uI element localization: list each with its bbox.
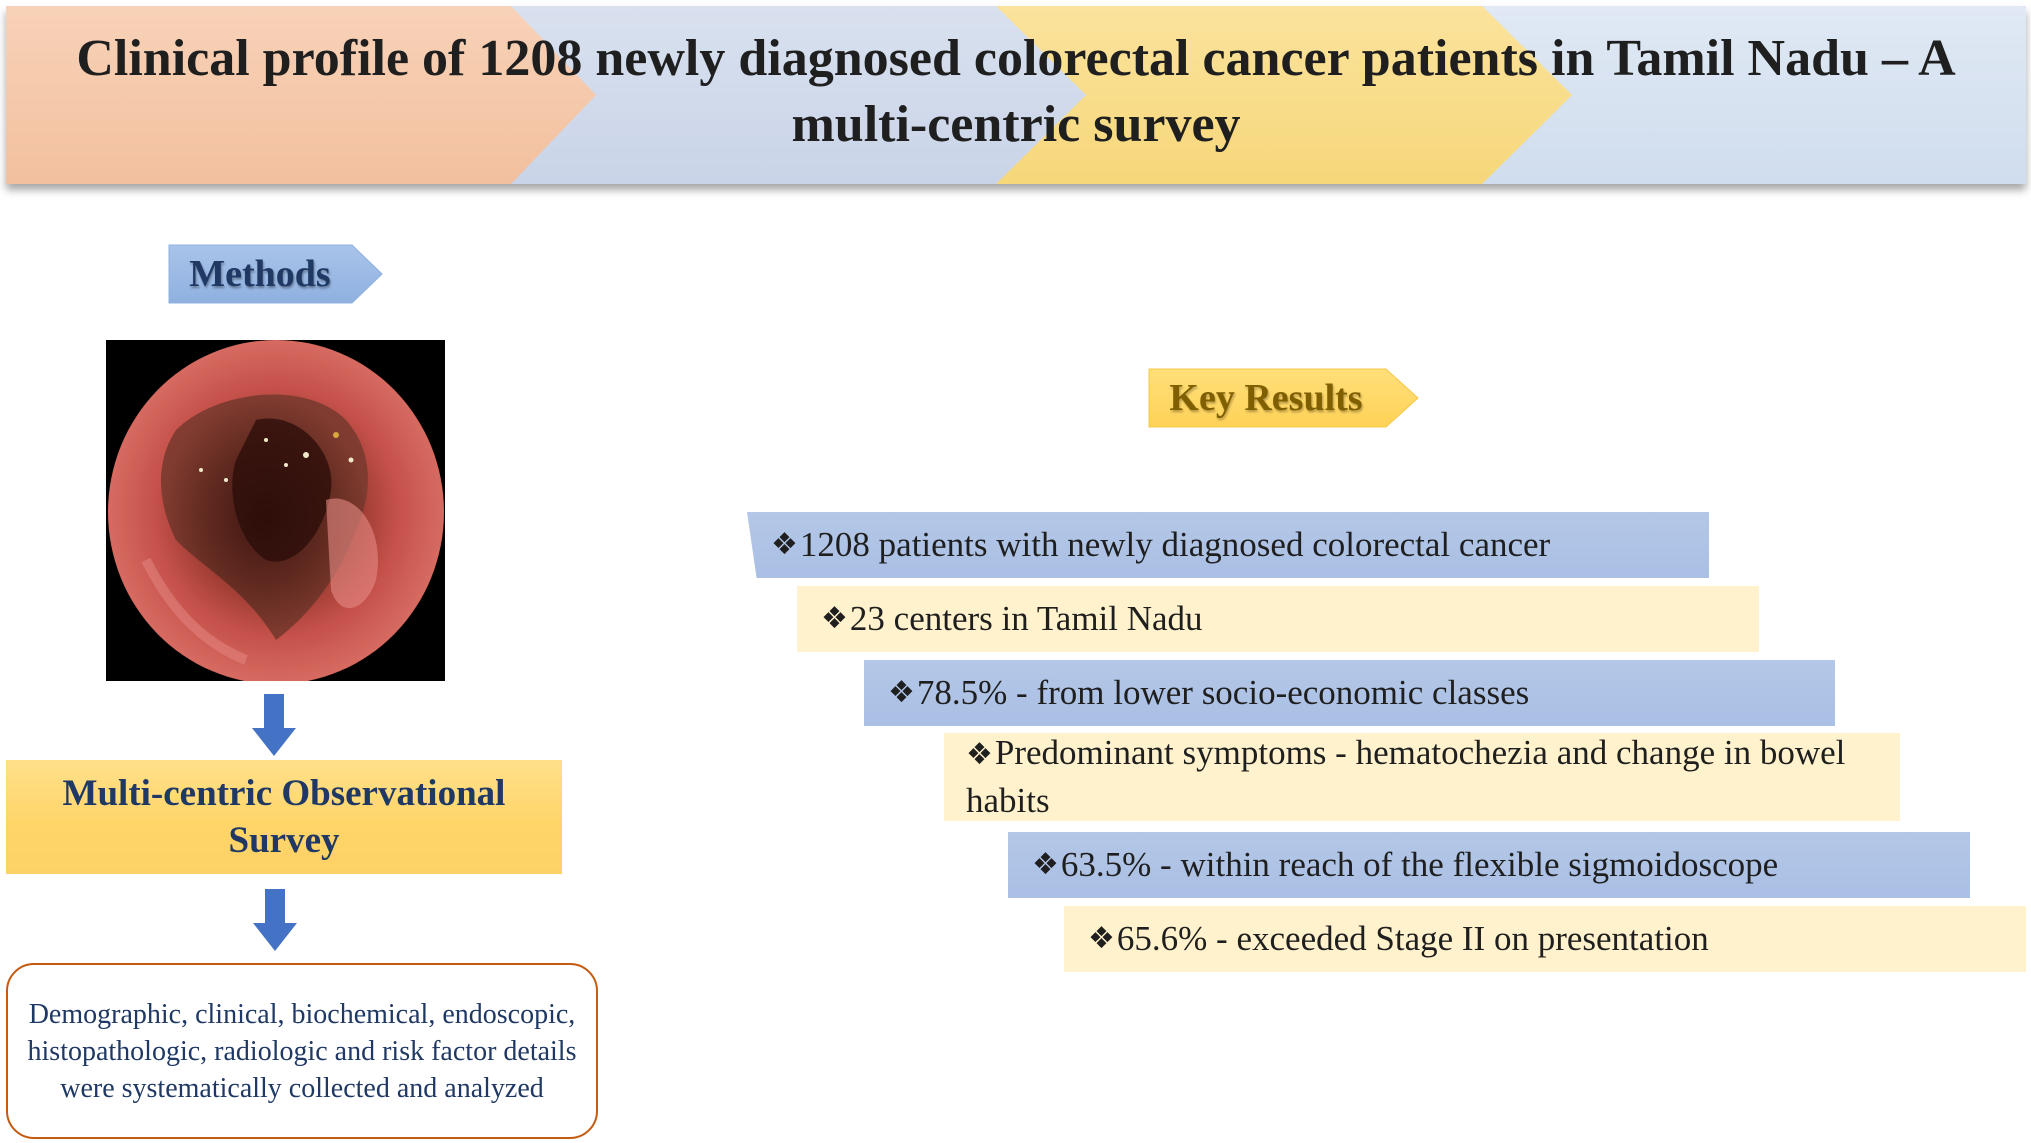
result-text: Predominant symptoms - hematochezia and … bbox=[966, 733, 1846, 820]
arrow-down-icon bbox=[253, 889, 297, 951]
result-item: ❖ 1208 patients with newly diagnosed col… bbox=[747, 512, 1709, 578]
result-item: ❖ 65.6% - exceeded Stage II on presentat… bbox=[1064, 906, 2026, 972]
diamond-bullet-icon: ❖ bbox=[888, 675, 915, 710]
diamond-bullet-icon: ❖ bbox=[821, 601, 848, 636]
arrow-down-icon bbox=[252, 694, 296, 756]
survey-label: Multi-centric Observational Survey bbox=[62, 773, 506, 861]
methods-tag: Methods bbox=[168, 244, 384, 304]
methods-tag-shape bbox=[168, 244, 383, 304]
page-title: Clinical profile of 1208 newly diagnosed… bbox=[76, 30, 1956, 153]
result-item: ❖ 78.5% - from lower socio-economic clas… bbox=[864, 660, 1835, 726]
diamond-bullet-icon: ❖ bbox=[1088, 921, 1115, 956]
diamond-bullet-icon: ❖ bbox=[966, 737, 993, 772]
diamond-bullet-icon: ❖ bbox=[1032, 847, 1059, 882]
result-text-wrap: ❖Predominant symptoms - hematochezia and… bbox=[966, 733, 1900, 821]
result-text: 63.5% - within reach of the flexible sig… bbox=[1060, 845, 1779, 884]
key-results-tag-shape bbox=[1148, 368, 1419, 428]
result-text: 1208 patients with newly diagnosed color… bbox=[799, 525, 1551, 564]
result-text: 23 centers in Tamil Nadu bbox=[849, 599, 1203, 638]
key-results-tag-label: Key Results bbox=[1169, 377, 1363, 419]
result-text: 65.6% - exceeded Stage II on presentatio… bbox=[1116, 919, 1709, 958]
details-box: Demographic, clinical, biochemical, endo… bbox=[6, 963, 598, 1139]
survey-box: Multi-centric Observational Survey bbox=[6, 760, 562, 874]
result-item: ❖ 63.5% - within reach of the flexible s… bbox=[1008, 832, 1970, 898]
methods-tag-label: Methods bbox=[189, 253, 331, 295]
result-item: ❖ 23 centers in Tamil Nadu bbox=[797, 586, 1759, 652]
details-text: Demographic, clinical, biochemical, endo… bbox=[27, 998, 577, 1104]
diamond-bullet-icon: ❖ bbox=[771, 527, 798, 562]
result-item: ❖Predominant symptoms - hematochezia and… bbox=[944, 733, 1900, 821]
title-banner: Clinical profile of 1208 newly diagnosed… bbox=[6, 6, 2026, 184]
colonoscopy-image bbox=[106, 340, 445, 681]
result-text: 78.5% - from lower socio-economic classe… bbox=[916, 673, 1530, 712]
banner-background bbox=[6, 6, 2026, 184]
key-results-tag: Key Results bbox=[1148, 368, 1420, 428]
